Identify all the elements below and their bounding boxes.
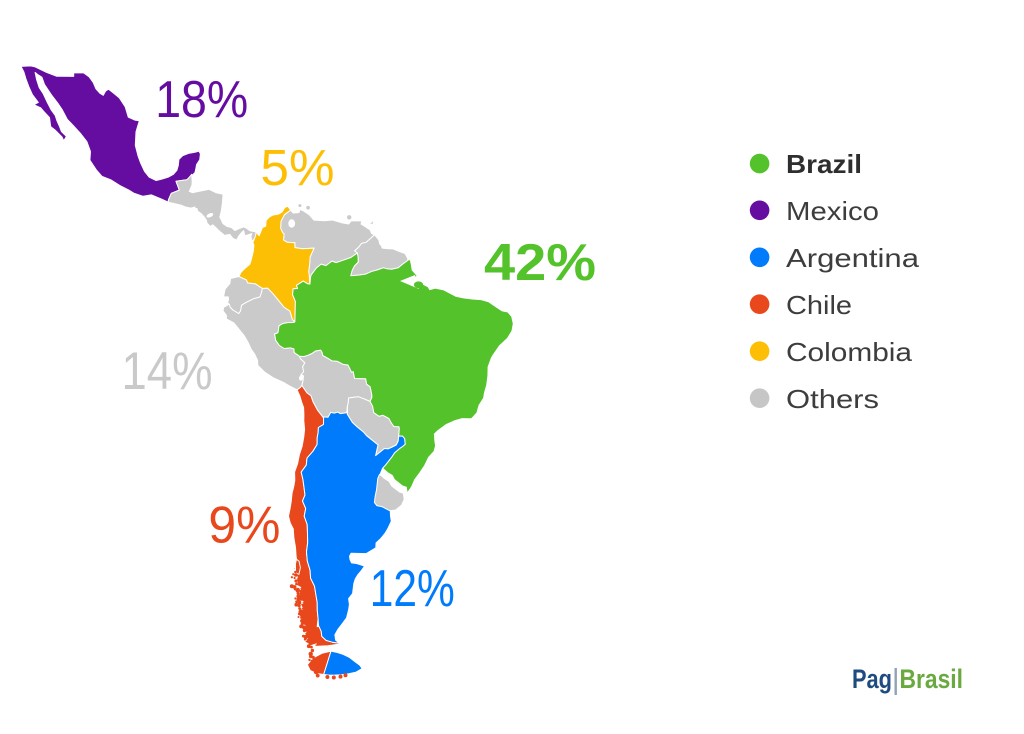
svg-text:Mexico: Mexico: [786, 196, 879, 226]
svg-text:42%: 42%: [484, 234, 596, 292]
svg-text:9%: 9%: [208, 496, 280, 554]
svg-text:18%: 18%: [155, 71, 248, 129]
svg-text:Colombia: Colombia: [786, 337, 913, 367]
svg-text:Brasil: Brasil: [900, 664, 964, 694]
svg-text:14%: 14%: [122, 342, 213, 401]
svg-text:Chile: Chile: [786, 290, 852, 320]
svg-text:12%: 12%: [370, 560, 455, 618]
svg-text:Pag: Pag: [852, 664, 892, 694]
svg-text:Argentina: Argentina: [786, 243, 920, 273]
svg-text:Others: Others: [786, 384, 879, 414]
svg-text:5%: 5%: [261, 139, 335, 196]
svg-text:Brazil: Brazil: [786, 149, 862, 179]
